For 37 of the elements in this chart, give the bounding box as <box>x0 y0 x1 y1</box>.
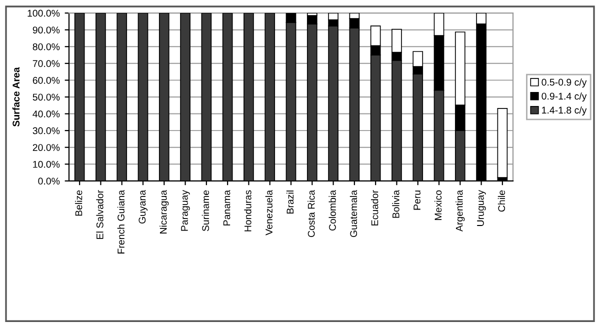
x-tick-label: Suriname <box>202 190 210 232</box>
x-tick-label: Colombia <box>328 190 336 231</box>
x-tick-label: Costa Rica <box>308 190 315 238</box>
x-tick-label: Argentina <box>456 190 465 232</box>
y-tick-label: 0.0% <box>38 178 60 185</box>
x-tick-label: Brazil <box>286 190 294 214</box>
y-tick-label: 20.0% <box>32 144 60 151</box>
y-tick-label: 100.0% <box>28 10 60 17</box>
y-tick-label: 80.0% <box>32 43 60 50</box>
legend-label: 1.4-1.8 c/y <box>542 106 587 116</box>
x-tick-label: Guatemala <box>350 190 358 238</box>
y-tick-label: 30.0% <box>32 127 60 134</box>
x-tick-label: Paraguay <box>181 190 190 231</box>
x-tick-label: Honduras <box>244 190 252 232</box>
bar <box>497 108 508 178</box>
y-tick-label: 10.0% <box>33 160 60 168</box>
x-tick-label: Ecuador <box>371 190 378 226</box>
x-tick-label: Bolivia <box>392 190 400 218</box>
y-tick-label: 50.0% <box>32 94 60 101</box>
x-tick-label: Chile <box>498 190 506 212</box>
x-tick-label: El Salvador <box>96 190 104 239</box>
y-tick-label: 90.0% <box>32 26 60 34</box>
x-tick-label: Mexico <box>434 190 442 220</box>
x-tick-label: Belize <box>75 190 82 216</box>
legend-label: 0.9-1.4 c/y <box>542 92 587 102</box>
x-tick-label: Guyana <box>138 190 148 224</box>
x-tick-label: French Guiana <box>117 190 124 254</box>
y-tick-label: 60.0% <box>32 76 60 84</box>
y-axis-title: Surface Area <box>12 67 20 127</box>
legend-label: 0.5-0.9 c/y <box>542 78 587 88</box>
x-tick-label: Peru <box>414 190 420 210</box>
x-tick-label: Venezuela <box>265 190 272 236</box>
x-tick-label: Panama <box>223 190 230 226</box>
x-tick-label: Nicaragua <box>160 190 169 234</box>
x-tick-label: Uruguay <box>477 190 486 226</box>
y-tick-label: 70.0% <box>32 60 60 68</box>
y-tick-label: 40.0% <box>32 110 60 118</box>
